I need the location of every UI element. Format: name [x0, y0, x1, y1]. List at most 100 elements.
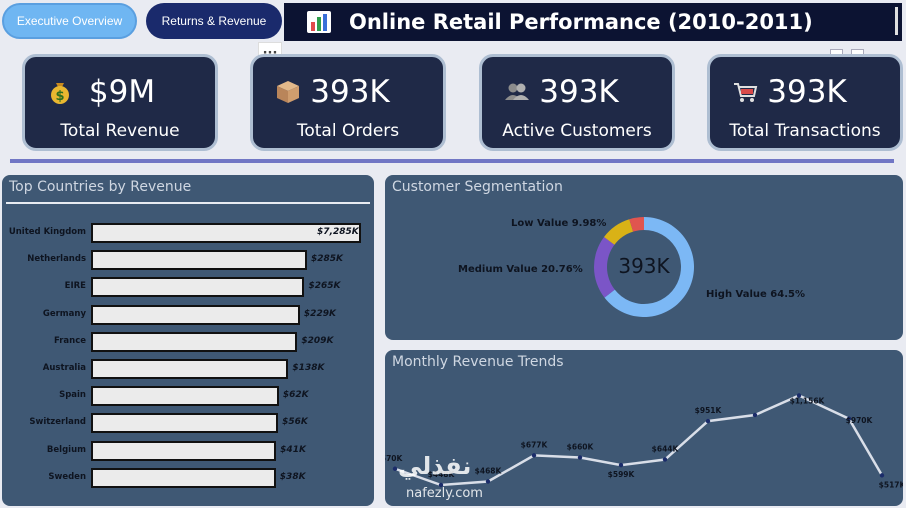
revenue-trend-panel[interactable]: Monthly Revenue Trends $570K $448K $468K $6… — [385, 350, 903, 506]
kpi-label: Active Customers — [502, 121, 652, 141]
bar[interactable] — [91, 386, 279, 407]
people-icon — [504, 79, 530, 105]
bar[interactable] — [91, 467, 276, 488]
data-label: $660K — [567, 443, 595, 452]
bar-row[interactable]: France $209K — [2, 331, 374, 352]
data-point[interactable] — [705, 418, 711, 424]
bar-row[interactable]: Germany $229K — [2, 304, 374, 325]
bar[interactable] — [91, 304, 300, 325]
bar[interactable] — [91, 223, 361, 243]
data-point[interactable] — [618, 462, 624, 468]
donut-slice[interactable] — [594, 236, 615, 298]
kpi-value: $9M — [88, 74, 156, 110]
bar[interactable] — [91, 359, 289, 379]
data-point[interactable] — [577, 455, 583, 460]
kpi-total-orders: 393K Total Orders — [250, 54, 446, 151]
bar[interactable] — [91, 413, 279, 434]
shopping-cart-icon — [732, 79, 758, 105]
kpi-value: 393K — [539, 74, 619, 110]
bar[interactable] — [91, 250, 307, 271]
bar[interactable] — [91, 277, 305, 298]
package-icon — [275, 79, 301, 105]
svg-text:$: $ — [55, 89, 64, 104]
bar-value-label: $62K — [282, 390, 309, 401]
tab-executive-overview[interactable]: Executive Overview — [2, 3, 137, 39]
bar-value-label: $138K — [292, 363, 325, 373]
countries-bar-chart-panel[interactable]: Top Countries by Revenue United Kingdom $… — [2, 175, 374, 506]
bar[interactable] — [91, 331, 298, 352]
low-value-label: Low Value 9.98% — [511, 218, 607, 229]
data-label: $951K — [695, 406, 723, 415]
money-bag-icon: $ — [47, 79, 73, 105]
data-label: $644K — [652, 445, 680, 454]
bar-row[interactable]: Spain $62K — [2, 386, 374, 407]
bar-value-label: $285K — [311, 254, 344, 265]
data-point[interactable] — [796, 393, 802, 398]
bar-row[interactable]: EIRE $265K — [2, 277, 374, 298]
panel-title: Customer Segmentation — [392, 179, 563, 195]
kpi-label: Total Transactions — [729, 121, 881, 141]
kpi-active-customers: 393K Active Customers — [479, 54, 675, 151]
watermark: نفذلي nafezly.com — [398, 452, 518, 506]
data-point[interactable] — [752, 412, 758, 418]
bar-category-label: Sweden — [48, 471, 86, 482]
data-label: $570K — [385, 454, 404, 463]
bar-value-label: $209K — [301, 335, 334, 346]
bar-category-label: United Kingdom — [8, 227, 86, 237]
scrollbar[interactable] — [895, 7, 898, 35]
bar-category-label: Switzerland — [29, 417, 86, 428]
bar-row[interactable]: Sweden $38K — [2, 467, 374, 488]
data-point[interactable] — [531, 453, 537, 458]
high-value-label: High Value 64.5% — [706, 289, 805, 300]
donut-slice[interactable] — [604, 217, 694, 317]
kpi-value: 393K — [767, 74, 847, 110]
kpi-label: Total Orders — [296, 121, 400, 141]
data-label: $1,156K — [790, 397, 826, 406]
panel-separator — [6, 202, 370, 204]
panel-title: Monthly Revenue Trends — [392, 354, 564, 370]
bar[interactable] — [91, 440, 277, 461]
watermark-url: nafezly.com — [406, 486, 483, 501]
visual-header-icons[interactable] — [822, 42, 900, 57]
bar-value-label: $7,285K — [317, 227, 359, 237]
bar-row[interactable]: Netherlands $285K — [2, 250, 374, 271]
bar-row[interactable]: Belgium $41K — [2, 440, 374, 461]
donut-slice[interactable] — [629, 217, 644, 232]
page-title: Online Retail Performance (2010-2011) — [349, 10, 813, 34]
tab-returns-revenue[interactable]: Returns & Revenue — [146, 3, 282, 39]
data-point[interactable] — [438, 482, 444, 488]
watermark-arabic: نفذلي — [398, 452, 472, 480]
kpi-value: 393K — [310, 74, 390, 110]
donut-slice[interactable] — [604, 219, 634, 245]
data-label: $517K — [879, 480, 903, 489]
section-divider — [10, 159, 894, 163]
bar-value-label: $265K — [308, 281, 341, 292]
bar-category-label: Belgium — [46, 444, 86, 455]
bar-row[interactable]: Switzerland $56K — [2, 413, 374, 434]
bar-value-label: $38K — [279, 471, 306, 482]
bar-category-label: Germany — [42, 308, 86, 319]
segmentation-donut-panel[interactable]: Customer Segmentation 393K Low Value 9.9… — [385, 175, 903, 340]
bar-row[interactable]: Australia $138K — [2, 359, 374, 379]
bar-value-label: $41K — [280, 444, 306, 455]
data-point[interactable] — [485, 479, 491, 484]
data-point[interactable] — [846, 416, 852, 421]
donut-chart — [594, 217, 694, 317]
kpi-label: Total Revenue — [60, 121, 180, 141]
panel-title: Top Countries by Revenue — [9, 179, 192, 195]
bar-row[interactable]: United Kingdom $7,285K — [2, 223, 374, 243]
medium-value-label: Medium Value 20.76% — [458, 264, 583, 275]
kpi-total-revenue: $ $9M Total Revenue — [22, 54, 218, 151]
data-point[interactable] — [392, 466, 398, 471]
data-label: $448K — [428, 470, 456, 479]
series-line — [394, 394, 884, 487]
data-point[interactable] — [662, 457, 668, 462]
bar-category-label: Netherlands — [27, 254, 86, 265]
bar-value-label: $229K — [303, 308, 336, 319]
kpi-total-transactions: 393K Total Transactions — [707, 54, 903, 151]
line-chart: $570K $448K $468K $677K $660K $599K $644K $951K… — [385, 393, 903, 489]
title-bar: Online Retail Performance (2010-2011) — [284, 3, 902, 41]
bar-value-label: $56K — [282, 417, 308, 428]
bar-category-label: Australia — [42, 363, 86, 373]
data-point[interactable] — [879, 473, 885, 478]
